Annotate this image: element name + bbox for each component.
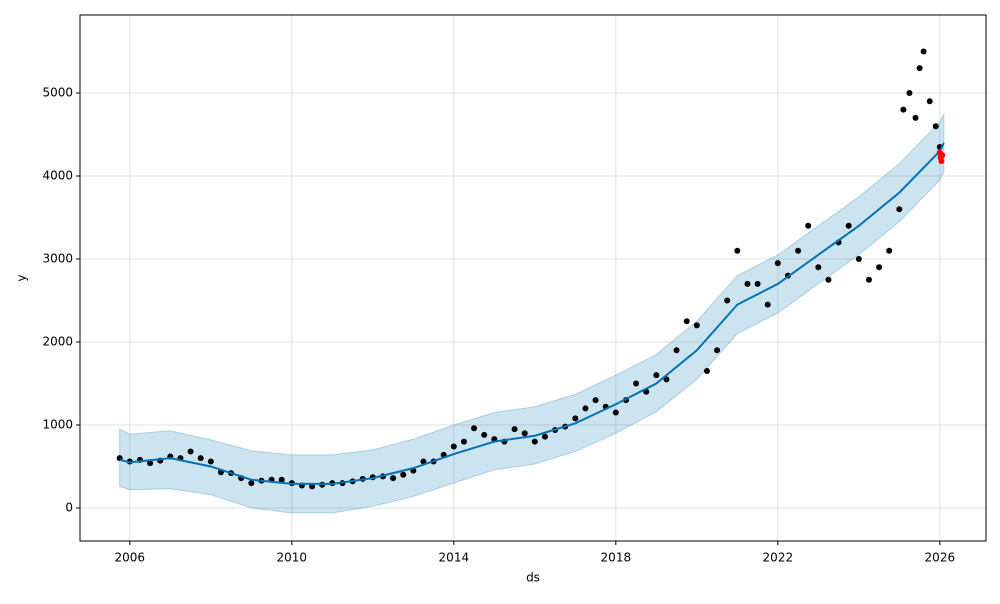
observed-point: [521, 430, 528, 437]
y-tick-label: 2000: [42, 334, 73, 348]
y-tick-label: 5000: [42, 86, 73, 100]
observed-point: [815, 264, 822, 271]
observed-point: [633, 380, 640, 387]
observed-point: [916, 65, 923, 72]
x-tick-label: 2014: [439, 551, 470, 565]
observed-point: [876, 264, 883, 271]
observed-point: [572, 415, 579, 422]
observed-point: [855, 255, 862, 262]
observed-point: [683, 318, 690, 325]
x-axis-label: ds: [526, 571, 540, 585]
y-tick-label: 1000: [42, 417, 73, 431]
forecast-line: [119, 142, 945, 485]
observed-point: [886, 247, 893, 254]
observed-point: [932, 123, 939, 130]
observed-point: [592, 397, 599, 404]
observed-point: [734, 247, 741, 254]
observed-point: [420, 458, 427, 465]
observed-point: [703, 368, 710, 375]
observed-point: [612, 409, 619, 416]
observed-point: [582, 405, 589, 412]
x-tick-label: 2018: [601, 551, 632, 565]
x-tick-label: 2026: [925, 551, 956, 565]
y-tick-label: 3000: [42, 251, 73, 265]
observed-point: [805, 222, 812, 229]
y-tick-label: 0: [65, 500, 73, 514]
highlighted-point: [939, 152, 946, 159]
observed-point: [541, 433, 548, 440]
observed-point: [653, 372, 660, 379]
observed-point: [400, 471, 407, 478]
observed-point: [278, 476, 285, 483]
observed-point: [920, 48, 927, 55]
observed-point: [906, 90, 913, 97]
observed-point: [744, 280, 751, 287]
observed-point: [912, 114, 919, 121]
observed-point: [900, 106, 907, 113]
x-tick-label: 2010: [277, 551, 308, 565]
observed-point: [673, 347, 680, 354]
observed-point: [531, 438, 538, 445]
observed-point: [714, 347, 721, 354]
observed-point: [663, 376, 670, 383]
x-tick-label: 2006: [115, 551, 146, 565]
observed-point: [795, 247, 802, 254]
observed-point: [845, 222, 852, 229]
observed-point: [825, 276, 832, 283]
highlighted-point: [938, 158, 945, 165]
observed-point: [774, 260, 781, 267]
observed-point: [197, 455, 204, 462]
observed-point: [764, 301, 771, 308]
observed-point: [896, 206, 903, 213]
observed-point: [460, 438, 467, 445]
observed-point: [724, 297, 731, 304]
y-tick-label: 4000: [42, 169, 73, 183]
observed-point: [207, 458, 214, 465]
observed-point: [865, 276, 872, 283]
y-axis-label: y: [15, 274, 29, 281]
observed-point: [450, 443, 457, 450]
observed-point: [754, 280, 761, 287]
observed-point: [471, 425, 478, 432]
uncertainty-band: [119, 113, 945, 514]
x-tick-label: 2022: [763, 551, 794, 565]
observed-point: [926, 98, 933, 105]
observed-point: [693, 322, 700, 329]
observed-point: [481, 431, 488, 438]
observed-point: [187, 448, 194, 455]
observed-point: [248, 480, 255, 487]
observed-point: [147, 460, 154, 467]
plot-frame: [79, 14, 987, 542]
observed-point: [511, 426, 518, 433]
observed-point: [390, 475, 397, 482]
